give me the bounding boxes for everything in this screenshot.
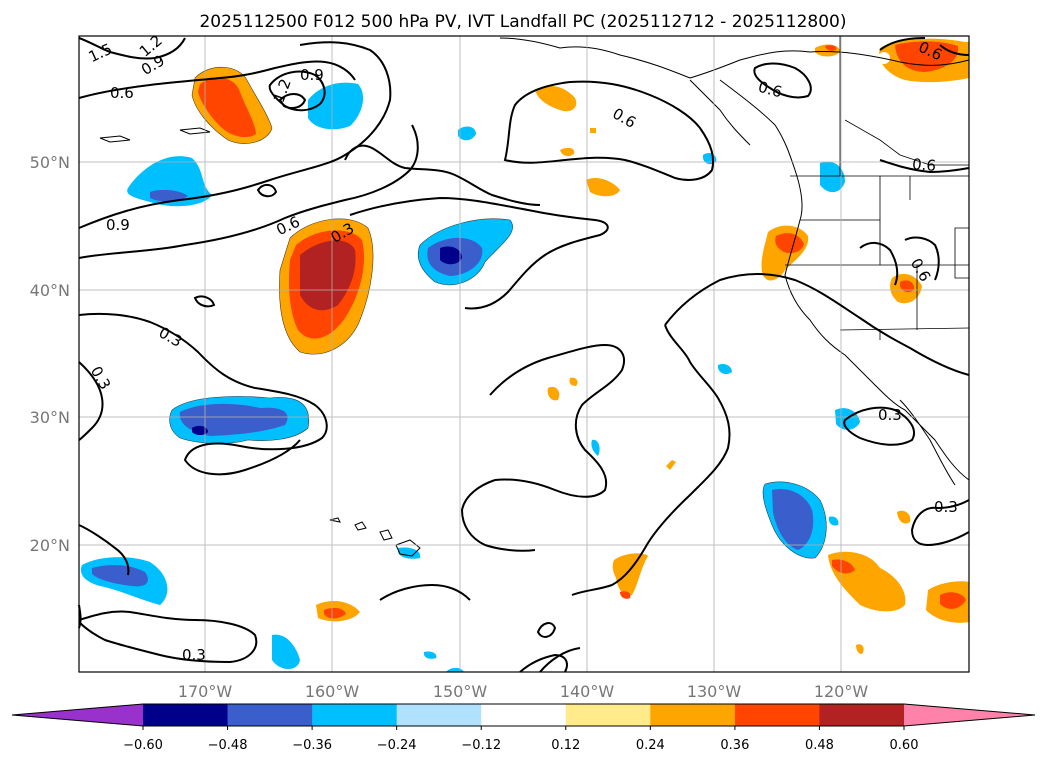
lat-label-20n: 20°N bbox=[30, 536, 70, 555]
lat-label-40n: 40°N bbox=[30, 281, 70, 300]
map-frame bbox=[78, 35, 970, 673]
colorbar-tick-label: 0.12 bbox=[551, 738, 580, 753]
lat-label-50n: 50°N bbox=[30, 153, 70, 172]
lon-label-150w: 150°W bbox=[433, 682, 488, 701]
colorbar-cell bbox=[734, 704, 820, 726]
lat-label-30n: 30°N bbox=[30, 408, 70, 427]
colorbar-cell bbox=[396, 704, 482, 726]
colorbar: −0.60 −0.48 −0.36 −0.24 −0.12 0.12 0.24 0.36 0.4… bbox=[11, 703, 1036, 753]
pv-contour-outlines bbox=[169, 66, 827, 559]
lon-label-130w: 130°W bbox=[687, 682, 742, 701]
colorbar-tick-label: −0.12 bbox=[461, 738, 501, 753]
lon-label-140w: 140°W bbox=[560, 682, 615, 701]
colorbar-tick-label: −0.60 bbox=[123, 738, 163, 753]
colorbar-tick-label: 0.48 bbox=[805, 738, 834, 753]
colorbar-cells bbox=[143, 704, 905, 726]
contour-label: 0.3 bbox=[878, 406, 902, 424]
lon-label-120w: 120°W bbox=[814, 682, 869, 701]
map-title: 2025112500 F012 500 hPa PV, IVT Landfall… bbox=[199, 12, 846, 32]
colorbar-cell bbox=[481, 704, 567, 726]
latitude-labels: 50°N 40°N 30°N 20°N bbox=[30, 153, 70, 555]
colorbar-tick-label: −0.48 bbox=[208, 738, 248, 753]
colorbar-tick-label: −0.36 bbox=[292, 738, 332, 753]
map-panel: 1.5 1.2 0.9 0.6 0.9 1.2 0.6 0.6 0.6 0.9 … bbox=[78, 31, 970, 673]
colorbar-cell bbox=[565, 704, 651, 726]
colorbar-cell bbox=[819, 704, 905, 726]
contour-label: 0.6 bbox=[756, 78, 784, 102]
contour-label: 0.9 bbox=[300, 66, 324, 84]
colorbar-tick-label: 0.24 bbox=[636, 738, 665, 753]
lon-label-170w: 170°W bbox=[178, 682, 233, 701]
contour-label: 0.6 bbox=[911, 155, 936, 175]
colorbar-tick-label: 0.60 bbox=[890, 738, 919, 753]
pv-contours bbox=[78, 37, 970, 673]
colorbar-cell bbox=[143, 704, 229, 726]
contour-label: 0.3 bbox=[182, 646, 206, 664]
colorbar-cell bbox=[227, 704, 313, 726]
contour-label: 0.3 bbox=[934, 498, 958, 516]
colorbar-tick-label: −0.24 bbox=[377, 738, 417, 753]
colorbar-labels: −0.60 −0.48 −0.36 −0.24 −0.12 0.12 0.24 0.36 0.4… bbox=[123, 726, 918, 753]
contour-label: 0.9 bbox=[106, 216, 130, 234]
pv-shading bbox=[80, 38, 969, 672]
longitude-labels: 170°W 160°W 150°W 140°W 130°W 120°W bbox=[178, 682, 869, 701]
coastlines bbox=[99, 37, 970, 557]
colorbar-extend-max bbox=[904, 704, 1035, 726]
colorbar-cell bbox=[650, 704, 736, 726]
political-borders bbox=[785, 36, 970, 340]
colorbar-tick-label: 0.36 bbox=[720, 738, 749, 753]
contour-label: 0.6 bbox=[110, 84, 134, 102]
colorbar-cell bbox=[312, 704, 398, 726]
lon-label-160w: 160°W bbox=[305, 682, 360, 701]
colorbar-extend-min bbox=[12, 704, 143, 726]
